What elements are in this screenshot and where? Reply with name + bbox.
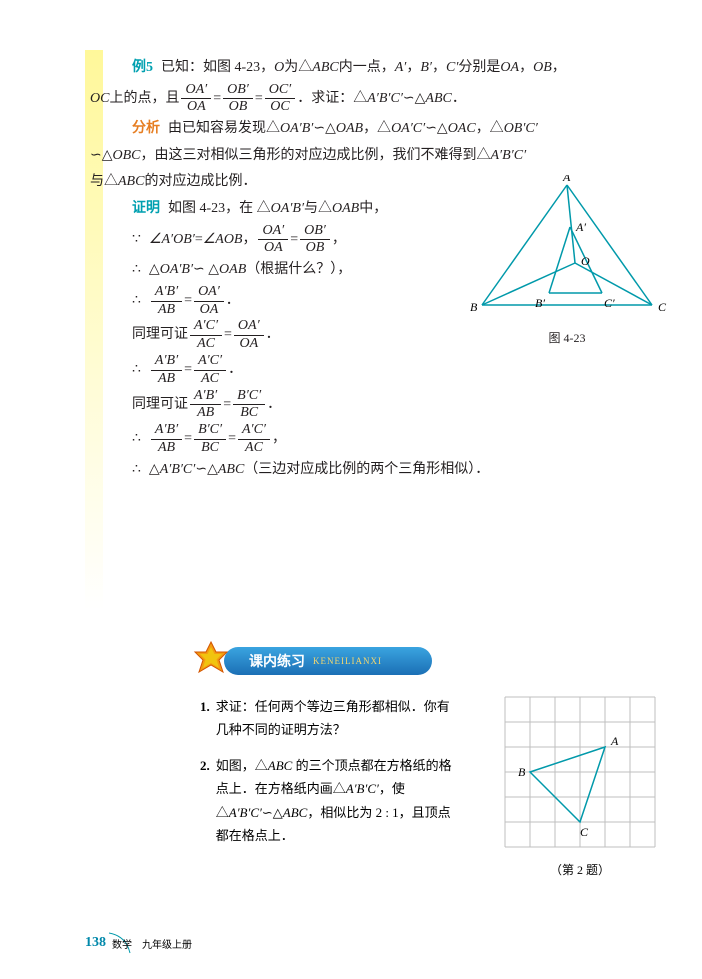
svg-text:O: O: [581, 254, 590, 268]
analysis-line2: ∽△ OBC ，由这三对相似三角形的对应边成比例，我们不难得到△ A′B′C′: [90, 143, 650, 170]
section-badge: 课内练习 KENEILIANXI: [190, 640, 432, 682]
grid-triangle-icon: A B C: [500, 692, 660, 852]
proof-line8: ∴ A′B′AB = B′C′BC = A′C′AC ，: [90, 422, 650, 457]
text: ，: [519, 55, 533, 82]
badge-pill: 课内练习 KENEILIANXI: [224, 647, 432, 675]
text: 分别是: [458, 55, 500, 82]
var-ABC: ABC: [312, 55, 338, 82]
svg-text:B: B: [518, 765, 526, 779]
var-Ap: A′: [395, 55, 407, 82]
figure-4-23: A B C A′ B′ C′ O 图 4-23: [467, 175, 667, 346]
svg-text:B: B: [470, 300, 478, 314]
text: ，: [552, 55, 566, 82]
text: ，: [432, 55, 446, 82]
svg-text:A′: A′: [575, 220, 586, 234]
ex-number: 2.: [200, 754, 210, 848]
triangle-diagram-icon: A B C A′ B′ C′ O: [467, 175, 667, 320]
figure-ex2: A B C （第 2 题）: [500, 692, 660, 878]
proof-line7: 同理可证 A′B′AB = B′C′BC ．: [90, 388, 650, 423]
star-icon: [190, 640, 232, 682]
ex-text: 求证：任何两个等边三角形都相似．你有几种不同的证明方法？: [216, 695, 460, 742]
text: ，: [406, 55, 420, 82]
footer-subject: 数学 九年级上册: [112, 936, 192, 951]
badge-title: 课内练习: [249, 651, 305, 671]
exercises: 1. 求证：任何两个等边三角形都相似．你有几种不同的证明方法？ 2. 如图，△A…: [200, 695, 460, 859]
badge-subtitle: KENEILIANXI: [313, 656, 382, 666]
svg-text:C′: C′: [604, 296, 615, 310]
page-number: 138: [85, 935, 106, 951]
text: 已知：如图 4-23，: [161, 55, 274, 82]
proof-line1: 证明 如图 4-23，在 △ OA′B′ 与△ OAB 中，: [90, 196, 440, 223]
svg-text:A: A: [562, 175, 571, 184]
page-footer: 138 数学 九年级上册: [85, 935, 192, 951]
frac: OB′OB: [223, 82, 253, 117]
analysis-line: 分析 由已知容易发现△ OA′B′ ∽△ OAB ，△ OA′C′ ∽△ OAC…: [90, 116, 650, 143]
svg-text:C: C: [658, 300, 667, 314]
proof-line6: ∴ A′B′AB = A′C′AC ．: [90, 353, 650, 388]
text: 上的点，且: [109, 86, 179, 113]
text: ．: [452, 86, 466, 113]
eq: =: [255, 86, 263, 113]
example-label: 例5: [132, 55, 153, 82]
text: ．求证：△: [297, 86, 367, 113]
var-OA: OA: [500, 55, 519, 82]
frac: OA′OA: [181, 82, 211, 117]
text: ∽△: [403, 86, 426, 113]
text: 内一点，: [339, 55, 395, 82]
svg-text:A: A: [610, 734, 619, 748]
figure2-caption: （第 2 题）: [500, 861, 660, 878]
svg-text:C: C: [580, 825, 589, 839]
var-Bp: B′: [420, 55, 432, 82]
var-O: O: [274, 55, 284, 82]
svg-text:B′: B′: [535, 296, 545, 310]
example-line2: OC 上的点，且 OA′OA = OB′OB = OC′OC ．求证：△ A′B…: [90, 82, 650, 117]
var-OB: OB: [533, 55, 552, 82]
var-Cp: C′: [446, 55, 458, 82]
proof-line9: ∴ △ A′B′C′ ∽△ ABC （三边对应成比例的两个三角形相似）．: [90, 457, 650, 484]
var-OC: OC: [90, 86, 109, 113]
example-line1: 例5 已知：如图 4-23， O 为△ ABC 内一点， A′ ， B′ ， C…: [90, 55, 650, 82]
text: 为△: [284, 55, 312, 82]
eq: =: [213, 86, 221, 113]
analysis-label: 分析: [132, 116, 160, 143]
var: A′B′C′: [367, 86, 403, 113]
proof-label: 证明: [132, 196, 160, 223]
ex-text: 如图，△ABC 的三个顶点都在方格纸的格点上．在方格纸内画△A′B′C′，使△A…: [216, 754, 460, 848]
var: ABC: [425, 86, 451, 113]
figure-caption: 图 4-23: [467, 329, 667, 346]
ex-number: 1.: [200, 695, 210, 742]
text: 由已知容易发现△: [168, 116, 280, 143]
exercise-2: 2. 如图，△ABC 的三个顶点都在方格纸的格点上．在方格纸内画△A′B′C′，…: [200, 754, 460, 848]
frac: OC′OC: [265, 82, 296, 117]
exercise-1: 1. 求证：任何两个等边三角形都相似．你有几种不同的证明方法？: [200, 695, 460, 742]
